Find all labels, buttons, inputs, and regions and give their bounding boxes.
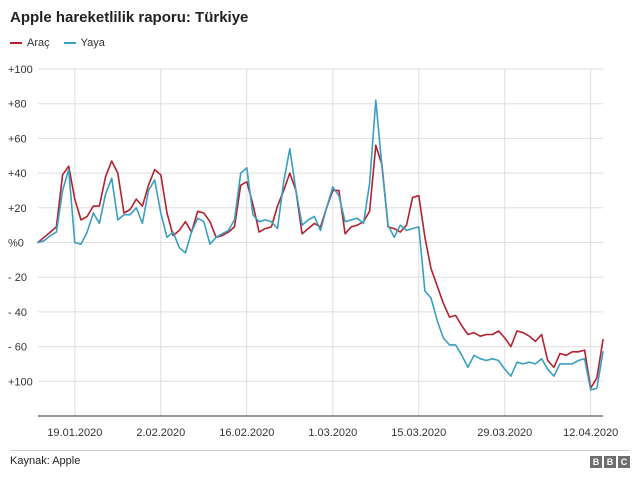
y-tick-label: +80 (8, 99, 27, 111)
line-chart: +100 +80 +60 +40 +20 %0 - 20 - 40 - 60 +100 19.01.… (8, 64, 618, 439)
x-tick-label: 19.01.2020 (47, 427, 102, 439)
x-tick-label: 29.03.2020 (477, 427, 532, 439)
legend-swatch-arac (10, 42, 22, 44)
x-tick-label: 2.02.2020 (136, 427, 185, 439)
footer-divider (10, 450, 630, 451)
legend: Araç Yaya (10, 37, 105, 49)
x-tick-label: 1.03.2020 (308, 427, 357, 439)
y-tick-label: +100 (8, 64, 33, 76)
legend-item-arac: Araç (10, 37, 50, 49)
source-label: Kaynak: Apple (10, 455, 81, 467)
series-line-arac (37, 144, 604, 390)
bbc-logo-letter: B (590, 456, 602, 468)
y-tick-label: +100 (8, 376, 33, 388)
legend-label-yaya: Yaya (80, 37, 105, 49)
y-tick-label: %0 (8, 238, 24, 250)
y-tick-label: - 20 (8, 272, 27, 284)
bbc-logo-letter: C (618, 456, 630, 468)
y-tick-label: +20 (8, 203, 27, 215)
bbc-logo-letter: B (604, 456, 616, 468)
x-tick-label: 15.03.2020 (391, 427, 446, 439)
series-line-yaya (37, 99, 604, 391)
x-tick-label: 16.02.2020 (219, 427, 274, 439)
y-tick-label: - 60 (8, 342, 27, 354)
legend-label-arac: Araç (27, 37, 50, 49)
y-tick-label: +60 (8, 133, 27, 145)
y-tick-label: - 40 (8, 307, 27, 319)
x-tick-label: 12.04.2020 (563, 427, 618, 439)
chart-title: Apple hareketlilik raporu: Türkiye (10, 9, 249, 26)
bbc-logo: B B C (590, 456, 630, 468)
legend-swatch-yaya (63, 42, 76, 44)
legend-item-yaya: Yaya (63, 37, 105, 49)
y-tick-label: +40 (8, 168, 27, 180)
